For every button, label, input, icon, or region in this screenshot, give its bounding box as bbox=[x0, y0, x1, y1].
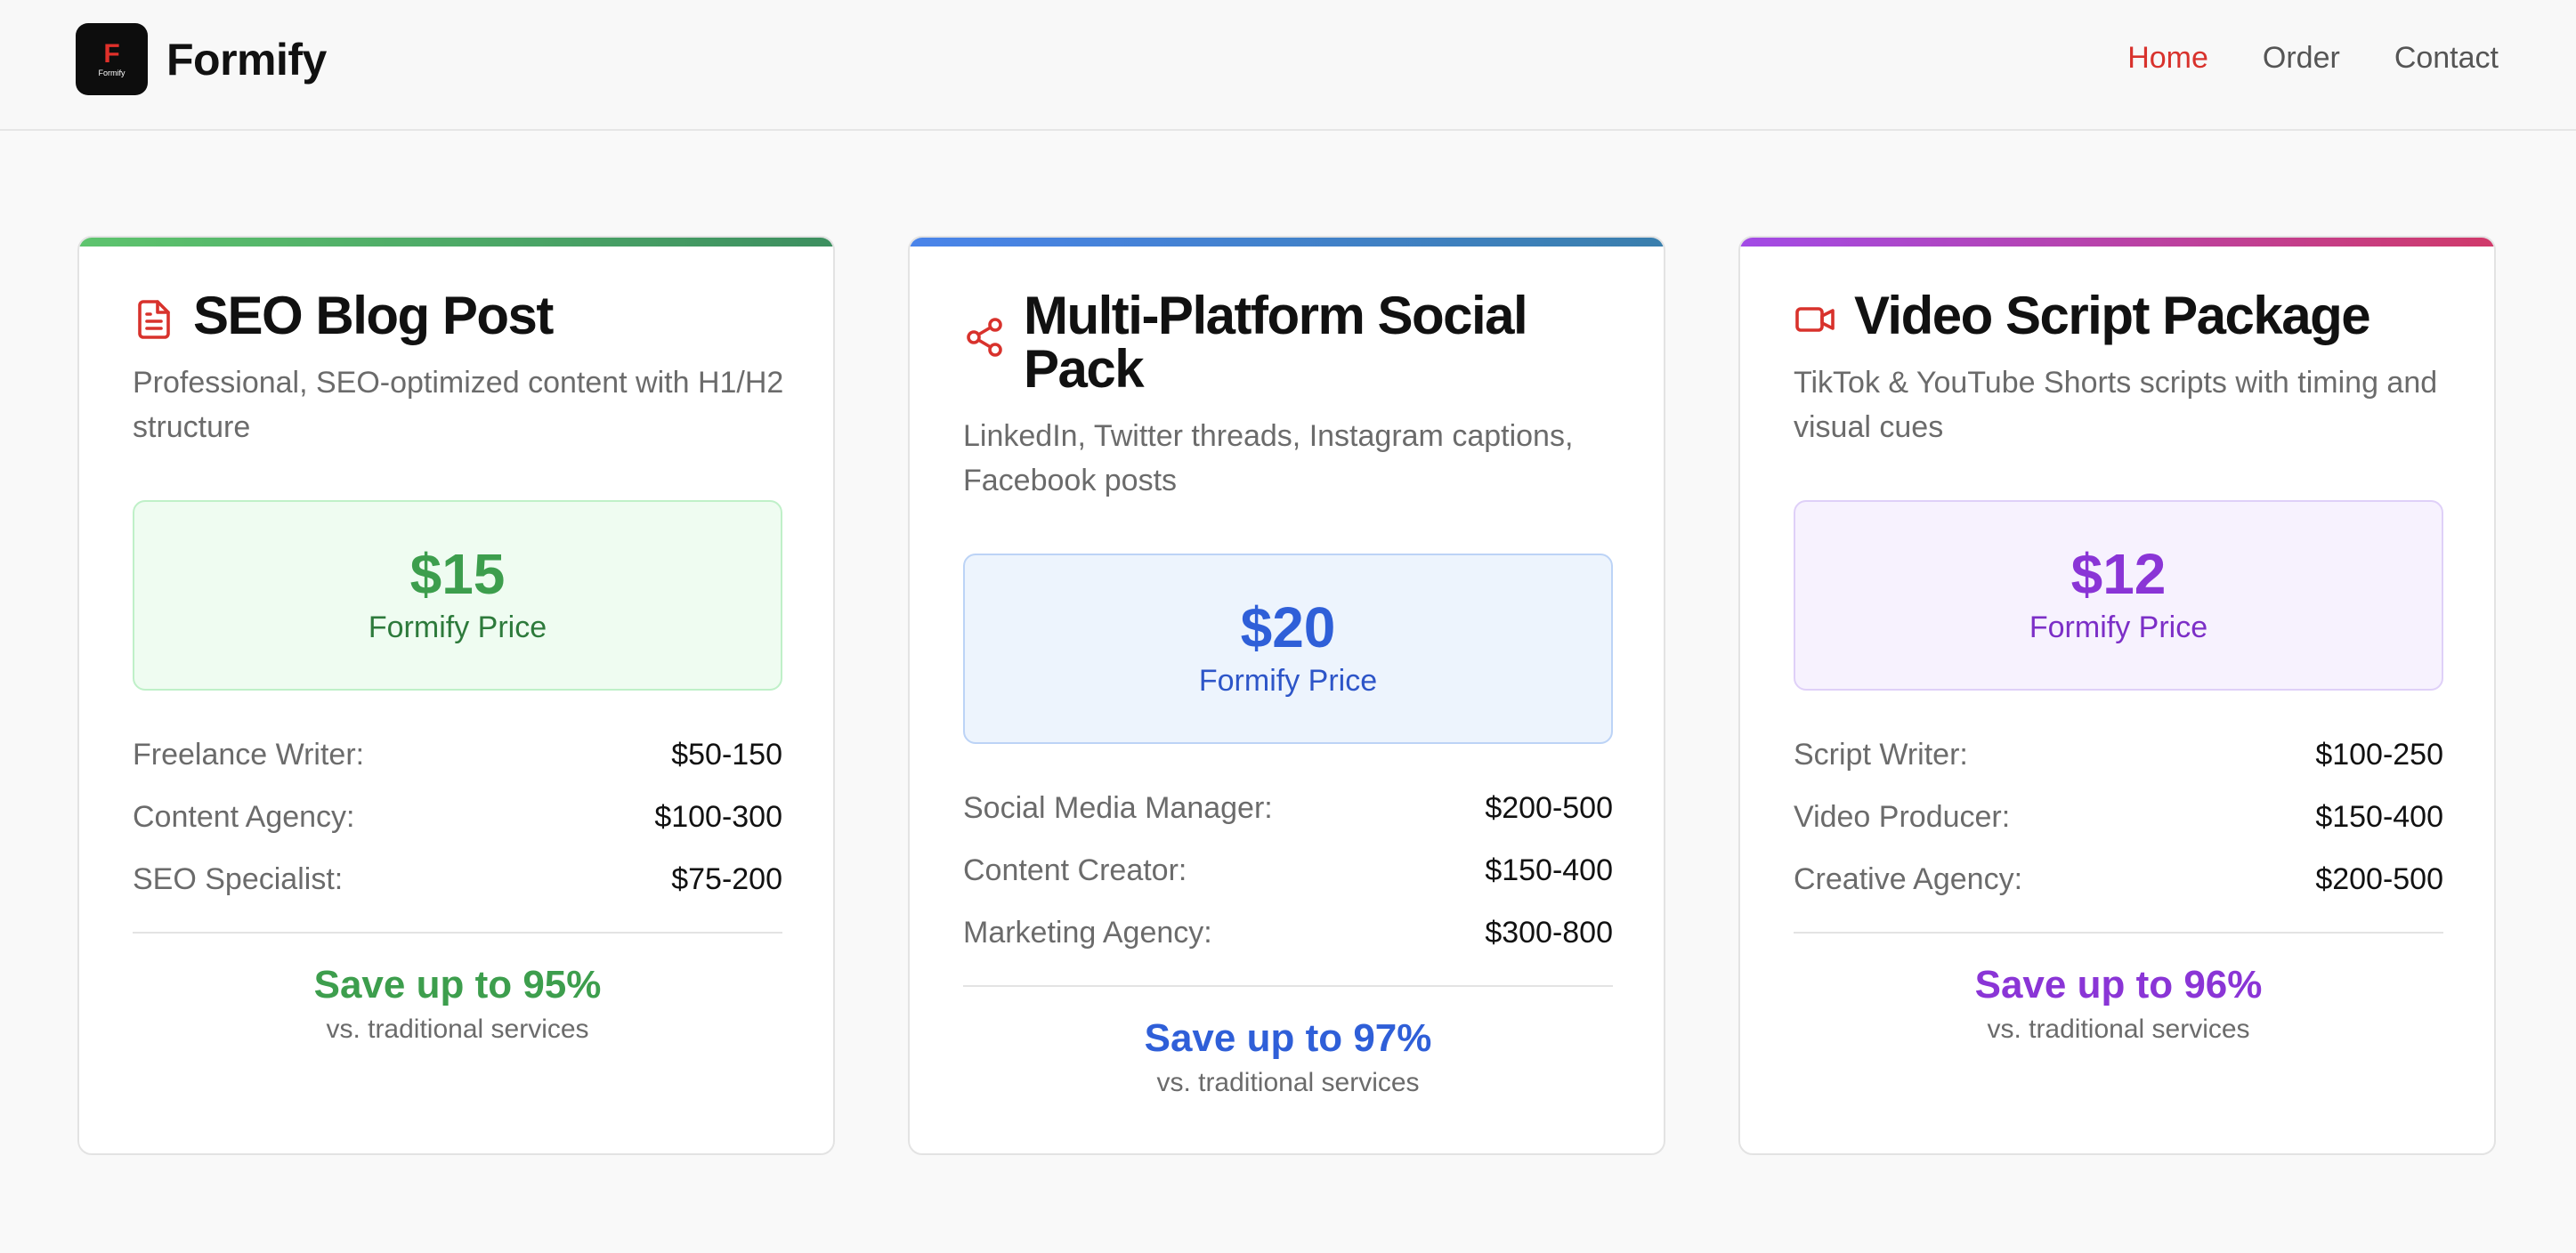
nav-link-home[interactable]: Home bbox=[2127, 41, 2208, 75]
comparison-role: Freelance Writer: bbox=[133, 737, 365, 772]
comparison-role: Content Agency: bbox=[133, 799, 355, 834]
comparison-price: $100-250 bbox=[2315, 737, 2443, 772]
brand[interactable]: F Formify Formify bbox=[76, 23, 327, 95]
video-camera-icon bbox=[1795, 307, 1835, 332]
card-title-row: Video Script Package bbox=[1794, 289, 2452, 343]
comparison-list: Social Media Manager: $200-500 Content C… bbox=[963, 777, 1613, 964]
comparison-list: Freelance Writer: $50-150 Content Agency… bbox=[133, 724, 782, 910]
savings-block: Save up to 97% vs. traditional services bbox=[963, 1015, 1613, 1101]
brand-name[interactable]: Formify bbox=[166, 34, 327, 85]
comparison-role: Social Media Manager: bbox=[963, 790, 1273, 825]
card-description: LinkedIn, Twitter threads, Instagram cap… bbox=[963, 419, 1574, 497]
savings-text: Save up to 96% bbox=[1974, 963, 2263, 1006]
price-box: $12 Formify Price bbox=[1794, 500, 2443, 691]
main-nav: Home Order Contact bbox=[2073, 37, 2499, 78]
card-title: Multi-Platform Social Pack bbox=[1024, 286, 1528, 399]
comparison-price: $200-500 bbox=[2315, 861, 2443, 896]
savings-text: Save up to 97% bbox=[1144, 1016, 1432, 1060]
price-label: Formify Price bbox=[2029, 610, 2208, 644]
comparison-row: Content Agency: $100-300 bbox=[133, 786, 782, 848]
comparison-price: $100-300 bbox=[654, 799, 782, 834]
nav-link-order[interactable]: Order bbox=[2262, 41, 2340, 75]
pricing-card-seo-blog-post: SEO Blog Post Professional, SEO-optimize… bbox=[77, 236, 835, 1155]
comparison-role: Content Creator: bbox=[963, 853, 1187, 887]
card-title-row: Multi-Platform Social Pack bbox=[963, 289, 1622, 396]
comparison-row: Script Writer: $100-250 bbox=[1794, 724, 2443, 786]
card-title: Video Script Package bbox=[1854, 286, 2371, 345]
logo-subtext: Formify bbox=[98, 68, 126, 77]
comparison-row: Freelance Writer: $50-150 bbox=[133, 724, 782, 786]
comparison-list: Script Writer: $100-250 Video Producer: … bbox=[1794, 724, 2443, 910]
comparison-price: $200-500 bbox=[1485, 790, 1613, 825]
card-accent-bar bbox=[910, 238, 1664, 247]
savings-text: Save up to 95% bbox=[313, 963, 602, 1006]
card-title-row: SEO Blog Post bbox=[133, 289, 791, 343]
savings-subtext: vs. traditional services bbox=[1987, 1015, 2250, 1044]
comparison-row: SEO Specialist: $75-200 bbox=[133, 848, 782, 910]
card-description: Professional, SEO-optimized content with… bbox=[133, 366, 784, 444]
savings-block: Save up to 96% vs. traditional services bbox=[1794, 962, 2443, 1047]
pricing-card-video-script: Video Script Package TikTok & YouTube Sh… bbox=[1738, 236, 2496, 1155]
divider bbox=[133, 932, 782, 934]
price-amount: $15 bbox=[409, 542, 506, 606]
savings-block: Save up to 95% vs. traditional services bbox=[133, 962, 782, 1047]
share-icon bbox=[967, 318, 1002, 357]
price-label: Formify Price bbox=[368, 610, 547, 644]
comparison-row: Video Producer: $150-400 bbox=[1794, 786, 2443, 848]
comparison-price: $150-400 bbox=[1485, 853, 1613, 887]
nav-link-contact[interactable]: Contact bbox=[2394, 41, 2499, 75]
comparison-role: Marketing Agency: bbox=[963, 915, 1212, 950]
comparison-price: $50-150 bbox=[671, 737, 782, 772]
savings-subtext: vs. traditional services bbox=[1156, 1068, 1420, 1097]
logo-letter: F bbox=[103, 38, 120, 69]
savings-subtext: vs. traditional services bbox=[326, 1015, 589, 1044]
card-accent-bar bbox=[1740, 238, 2494, 247]
comparison-row: Social Media Manager: $200-500 bbox=[963, 777, 1613, 839]
card-description: TikTok & YouTube Shorts scripts with tim… bbox=[1794, 366, 2438, 444]
card-title: SEO Blog Post bbox=[193, 286, 554, 345]
pricing-card-social-pack: Multi-Platform Social Pack LinkedIn, Twi… bbox=[908, 236, 1665, 1155]
price-label: Formify Price bbox=[1198, 664, 1378, 698]
card-accent-bar bbox=[79, 238, 833, 247]
comparison-row: Creative Agency: $200-500 bbox=[1794, 848, 2443, 910]
comparison-price: $75-200 bbox=[671, 861, 782, 896]
comparison-price: $150-400 bbox=[2315, 799, 2443, 834]
document-icon bbox=[138, 300, 170, 339]
divider bbox=[963, 985, 1613, 987]
comparison-role: SEO Specialist: bbox=[133, 861, 344, 896]
comparison-role: Script Writer: bbox=[1794, 737, 1968, 772]
comparison-row: Content Creator: $150-400 bbox=[963, 839, 1613, 901]
price-box: $20 Formify Price bbox=[963, 554, 1613, 744]
comparison-role: Creative Agency: bbox=[1794, 861, 2023, 896]
price-box: $15 Formify Price bbox=[133, 500, 782, 691]
price-amount: $20 bbox=[1240, 595, 1336, 659]
comparison-row: Marketing Agency: $300-800 bbox=[963, 901, 1613, 964]
price-amount: $12 bbox=[2070, 542, 2167, 606]
app-logo[interactable]: F Formify bbox=[76, 23, 148, 95]
divider bbox=[1794, 932, 2443, 934]
comparison-role: Video Producer: bbox=[1794, 799, 2011, 834]
comparison-price: $300-800 bbox=[1485, 915, 1613, 950]
site-header: F Formify Formify Home Order Contact bbox=[0, 0, 2576, 131]
